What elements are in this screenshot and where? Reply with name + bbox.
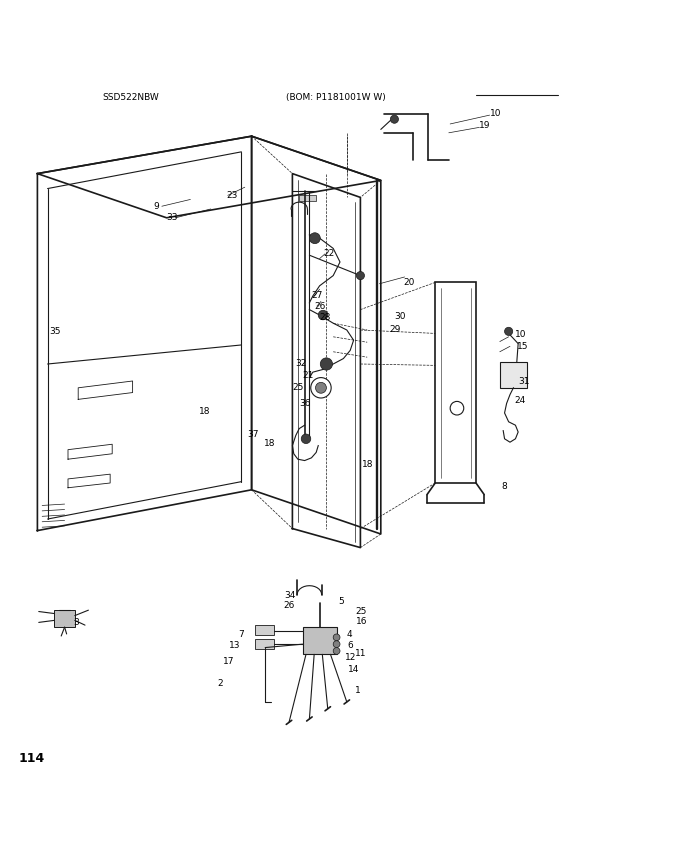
Text: 28: 28: [320, 314, 331, 322]
Text: 21: 21: [302, 371, 313, 380]
Text: 25: 25: [292, 383, 304, 391]
Text: 25: 25: [355, 607, 367, 616]
Text: 19: 19: [479, 122, 491, 130]
Text: 34: 34: [284, 591, 296, 600]
Circle shape: [356, 271, 364, 280]
Text: 12: 12: [345, 653, 357, 663]
Text: 8: 8: [502, 482, 507, 491]
FancyBboxPatch shape: [500, 362, 527, 388]
Circle shape: [390, 115, 398, 124]
Text: 30: 30: [394, 312, 406, 321]
Text: 17: 17: [223, 658, 235, 666]
FancyBboxPatch shape: [303, 627, 337, 654]
Circle shape: [301, 434, 311, 443]
Circle shape: [333, 641, 340, 647]
Text: 4: 4: [346, 630, 352, 639]
Text: 18: 18: [264, 439, 275, 448]
Circle shape: [505, 327, 513, 335]
Text: 29: 29: [389, 326, 401, 334]
Text: 36: 36: [299, 399, 311, 408]
Text: 9: 9: [154, 201, 159, 211]
Text: 14: 14: [348, 665, 360, 675]
Text: 6: 6: [347, 641, 353, 650]
Text: 5: 5: [338, 598, 343, 607]
Text: 27: 27: [311, 291, 323, 301]
FancyBboxPatch shape: [255, 626, 274, 635]
Circle shape: [316, 383, 326, 393]
Circle shape: [320, 358, 333, 370]
Circle shape: [318, 310, 328, 320]
Text: 24: 24: [514, 396, 526, 404]
Circle shape: [311, 378, 331, 398]
Text: 22: 22: [323, 250, 335, 258]
Text: 15: 15: [517, 342, 528, 351]
Text: 26: 26: [283, 600, 294, 610]
Text: 10: 10: [515, 330, 527, 340]
Text: 10: 10: [490, 109, 501, 118]
Text: 23: 23: [226, 191, 238, 200]
Text: 7: 7: [238, 630, 243, 639]
Text: 32: 32: [295, 359, 307, 369]
Polygon shape: [299, 195, 316, 200]
FancyBboxPatch shape: [255, 638, 274, 649]
Text: 31: 31: [518, 378, 530, 386]
Text: 35: 35: [50, 327, 61, 336]
Circle shape: [333, 647, 340, 654]
Text: 18: 18: [199, 407, 210, 416]
Text: 11: 11: [355, 649, 367, 658]
Text: 37: 37: [247, 430, 258, 439]
Text: 16: 16: [356, 617, 368, 626]
Circle shape: [450, 402, 464, 415]
Text: 1: 1: [355, 686, 360, 695]
Text: 18: 18: [362, 461, 374, 469]
Text: 20: 20: [403, 278, 415, 287]
Circle shape: [333, 634, 340, 641]
Circle shape: [309, 232, 320, 244]
Text: SSD522NBW: SSD522NBW: [102, 93, 158, 102]
Text: 114: 114: [19, 752, 46, 765]
Text: (BOM: P1181001W W): (BOM: P1181001W W): [286, 93, 386, 102]
Text: 2: 2: [218, 679, 223, 688]
Text: 13: 13: [228, 641, 240, 650]
FancyBboxPatch shape: [54, 610, 75, 627]
Text: 26: 26: [314, 302, 326, 311]
Text: 33: 33: [167, 213, 178, 222]
Text: 3: 3: [73, 618, 79, 627]
